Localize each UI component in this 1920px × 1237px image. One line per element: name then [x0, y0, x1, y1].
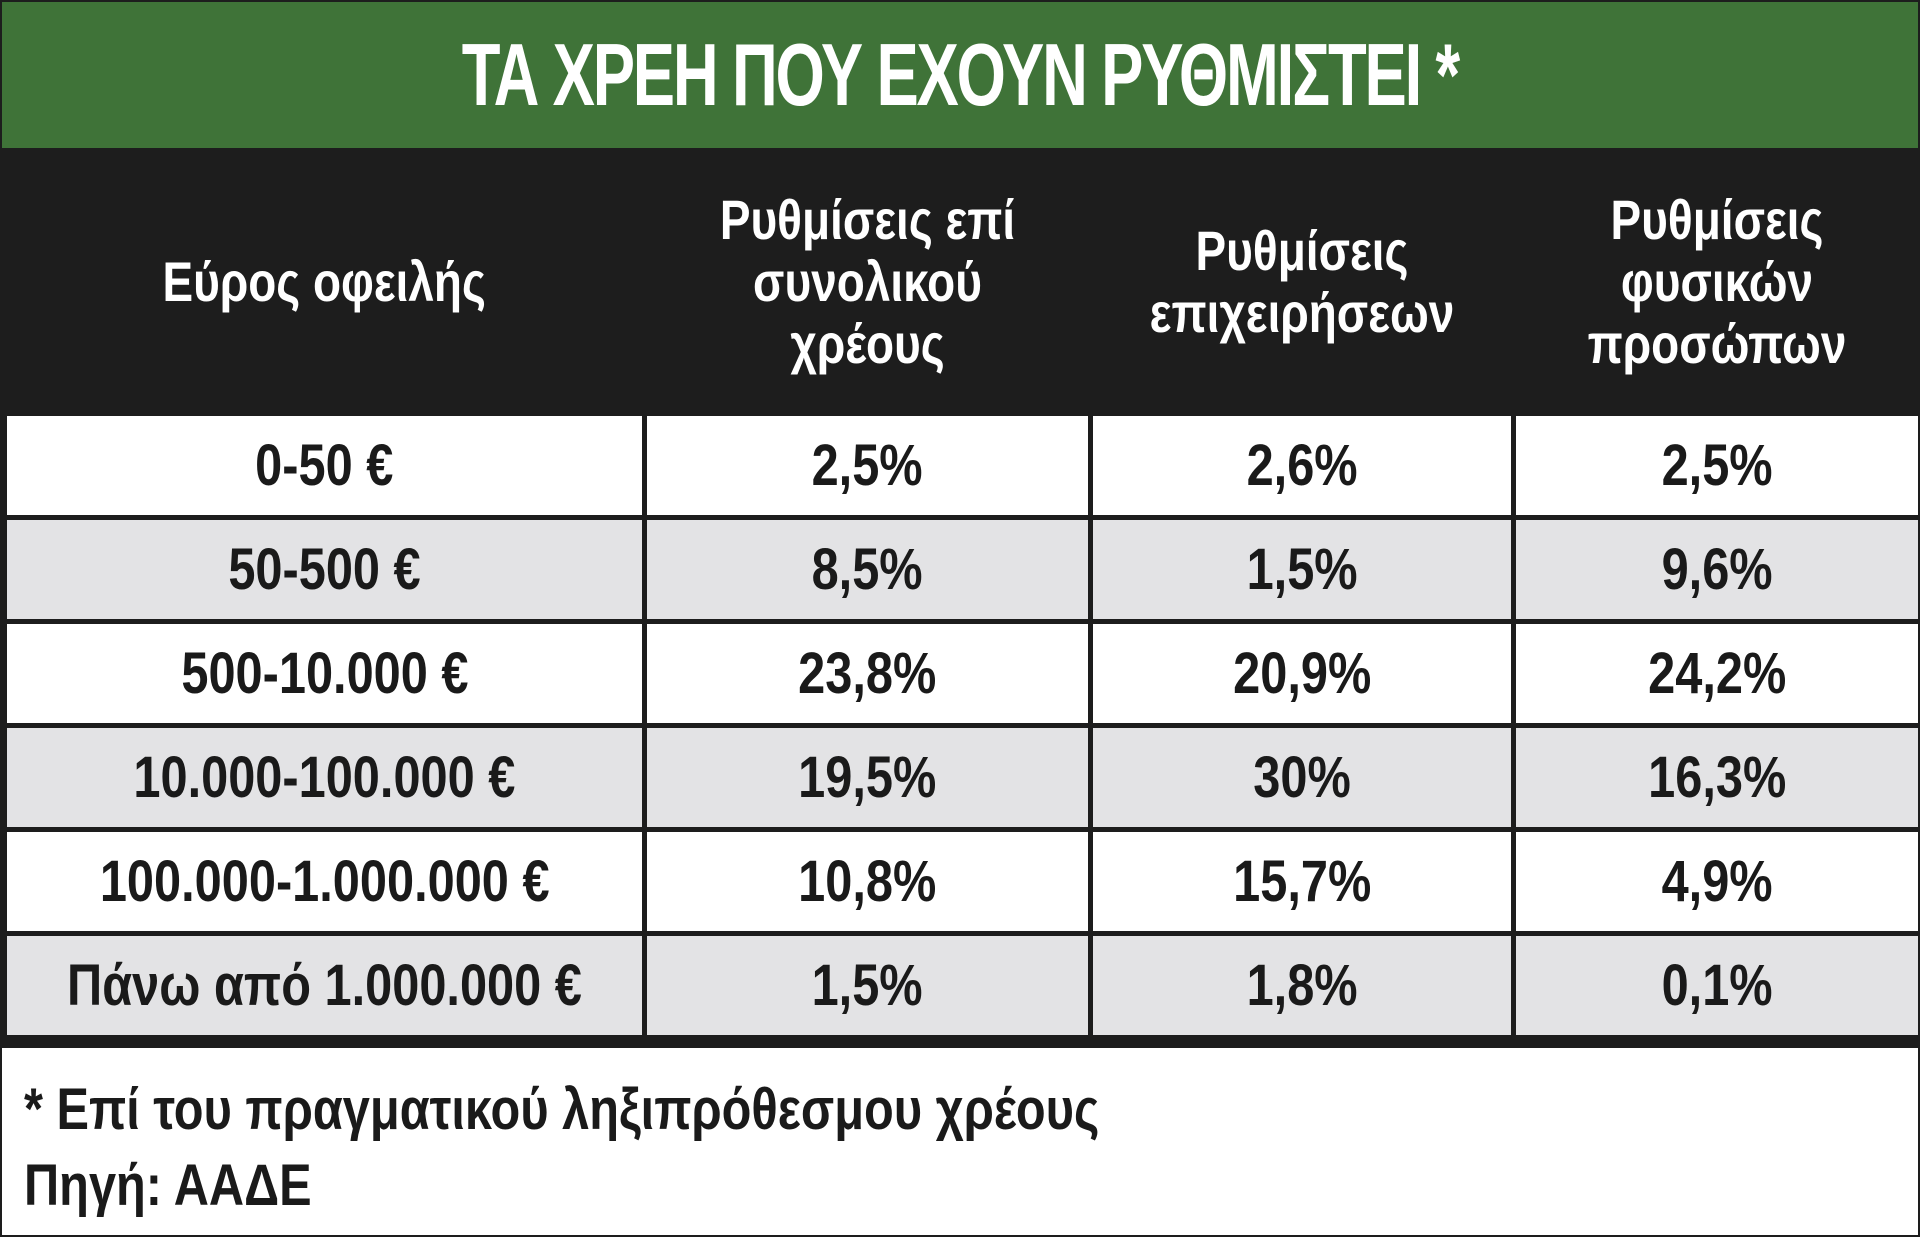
column-header-businesses: Ρυθμίσεις επιχειρήσεων — [1088, 148, 1516, 416]
total-debt-cell: 1,5% — [642, 931, 1093, 1040]
column-header-individuals: Ρυθμίσεις φυσικών προσώπων — [1511, 148, 1920, 416]
table-row: 0-50 €2,5% 2,6% 2,5% — [2, 411, 1920, 520]
data-table: Εύρος οφειλής Ρυθμίσεις επί συνολικού χρ… — [2, 148, 1920, 1040]
footnote-text: * Επί του πραγματικού ληξιπρόθεσμου χρέο… — [24, 1077, 1100, 1142]
individuals-cell: 0,1% — [1511, 931, 1920, 1040]
source-text: Πηγή: ΑΑΔΕ — [24, 1153, 312, 1218]
businesses-cell: 30% — [1088, 723, 1516, 832]
businesses-cell: 15,7% — [1088, 827, 1516, 936]
total-debt-cell: 10,8% — [642, 827, 1093, 936]
total-debt-cell: 2,5% — [642, 411, 1093, 520]
table-title: ΤΑ ΧΡΕΗ ΠΟΥ ΕΧΟΥΝ ΡΥΘΜΙΣΤΕΙ * — [461, 25, 1460, 124]
total-debt-cell: 19,5% — [642, 723, 1093, 832]
table-row: 10.000-100.000 €19,5% 30% 16,3% — [2, 723, 1920, 832]
table-row: Πάνω από 1.000.000 €1,5% 1,8% 0,1% — [2, 931, 1920, 1040]
total-debt-cell: 23,8% — [642, 619, 1093, 728]
individuals-cell: 9,6% — [1511, 515, 1920, 624]
header-row: Εύρος οφειλής Ρυθμίσεις επί συνολικού χρ… — [2, 148, 1920, 416]
table-row: 500-10.000 €23,8% 20,9% 24,2% — [2, 619, 1920, 728]
total-debt-cell: 8,5% — [642, 515, 1093, 624]
table-row: 50-500 €8,5% 1,5% 9,6% — [2, 515, 1920, 624]
businesses-cell: 2,6% — [1088, 411, 1516, 520]
businesses-cell: 1,8% — [1088, 931, 1516, 1040]
debt-range-cell: 10.000-100.000 € — [2, 723, 647, 832]
table-row: 100.000-1.000.000 €10,8% 15,7% 4,9% — [2, 827, 1920, 936]
debt-range-cell: Πάνω από 1.000.000 € — [2, 931, 647, 1040]
businesses-cell: 20,9% — [1088, 619, 1516, 728]
footnote-area: * Επί του πραγματικού ληξιπρόθεσμου χρέο… — [2, 1048, 1918, 1235]
individuals-cell: 2,5% — [1511, 411, 1920, 520]
debt-range-cell: 500-10.000 € — [2, 619, 647, 728]
businesses-cell: 1,5% — [1088, 515, 1516, 624]
debt-range-cell: 50-500 € — [2, 515, 647, 624]
column-header-debt-range: Εύρος οφειλής — [2, 148, 647, 416]
individuals-cell: 16,3% — [1511, 723, 1920, 832]
column-header-total-debt: Ρυθμίσεις επί συνολικού χρέους — [642, 148, 1093, 416]
individuals-cell: 24,2% — [1511, 619, 1920, 728]
individuals-cell: 4,9% — [1511, 827, 1920, 936]
debt-range-cell: 0-50 € — [2, 411, 647, 520]
title-bar: ΤΑ ΧΡΕΗ ΠΟΥ ΕΧΟΥΝ ΡΥΘΜΙΣΤΕΙ * — [2, 2, 1918, 148]
table-body: 0-50 €2,5% 2,6% 2,5% 50-500 €8,5% 1,5% 9,6% 50… — [2, 411, 1920, 1040]
debt-range-cell: 100.000-1.000.000 € — [2, 827, 647, 936]
